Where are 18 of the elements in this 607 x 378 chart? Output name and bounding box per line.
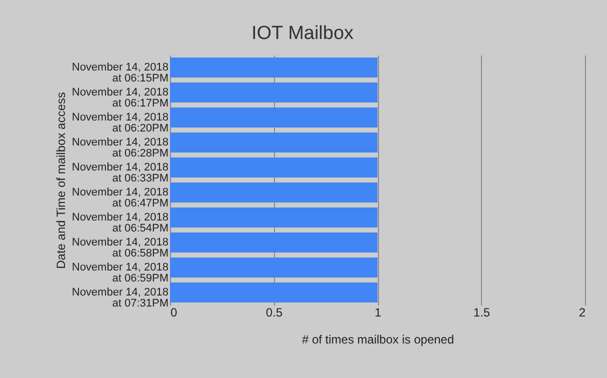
x-axis-title: # of times mailbox is opened bbox=[302, 332, 454, 346]
y-tick-label: November 14, 2018 at 06:33PM bbox=[72, 162, 168, 184]
y-tick-label: November 14, 2018 at 06:20PM bbox=[72, 112, 168, 134]
y-tick-label: November 14, 2018 at 06:15PM bbox=[72, 62, 168, 84]
y-axis-title: Date and Time of mailbox access bbox=[54, 92, 68, 269]
y-tick-label: November 14, 2018 at 06:58PM bbox=[72, 236, 168, 260]
y-tick-label: November 14, 2018 at 06:54PM bbox=[72, 212, 168, 234]
x-tick-label: 1 bbox=[374, 306, 382, 320]
x-tick-label: 0 bbox=[170, 306, 178, 320]
x-tick-label: 1.5 bbox=[473, 306, 490, 320]
y-tick-label: November 14, 2018 at 06:28PM bbox=[72, 136, 168, 160]
x-tick-label: 2 bbox=[578, 306, 586, 320]
y-tick-label: November 14, 2018 at 06:17PM bbox=[72, 86, 168, 110]
y-tick-label: November 14, 2018 at 06:47PM bbox=[72, 186, 168, 210]
x-tick-label: 0.5 bbox=[266, 306, 283, 320]
chart-title: IOT Mailbox bbox=[251, 23, 354, 44]
y-tick-label: November 14, 2018 at 07:31PM bbox=[72, 286, 168, 310]
y-tick-label: November 14, 2018 at 06:59PM bbox=[72, 262, 168, 284]
